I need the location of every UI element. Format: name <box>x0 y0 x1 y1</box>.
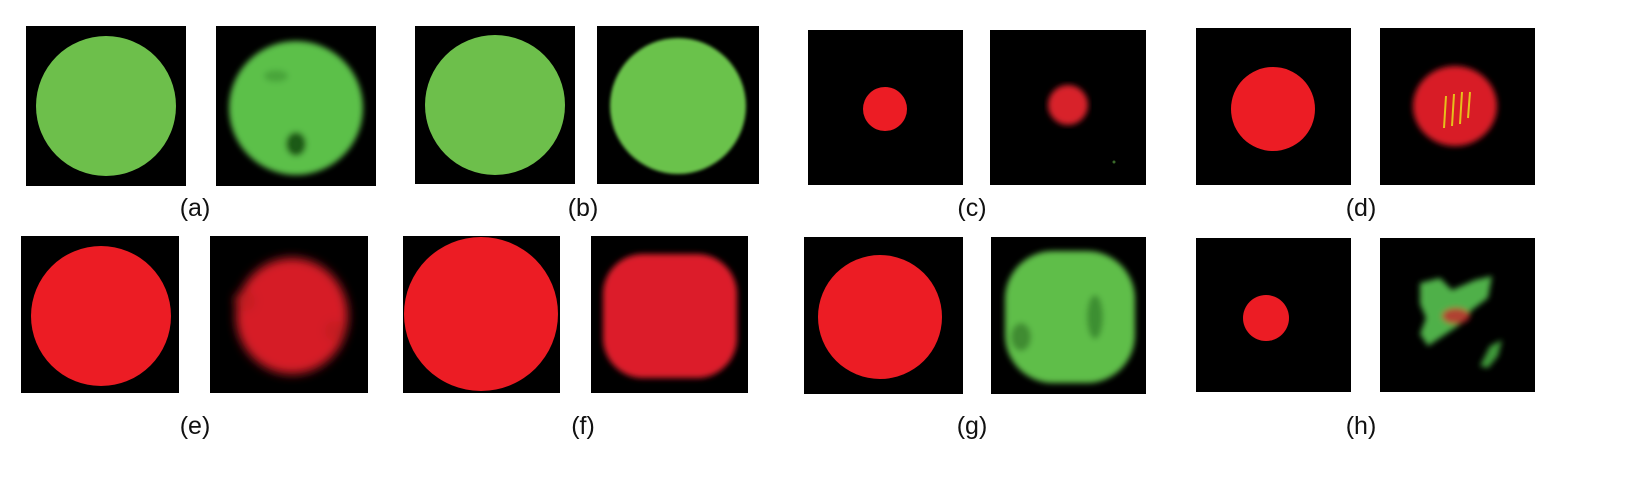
caption-d: (d) <box>1345 194 1377 222</box>
caption-b: (b) <box>567 194 599 222</box>
caption-e: (e) <box>179 412 211 440</box>
panel-b-output <box>597 26 759 184</box>
caption-c: (c) <box>957 194 987 222</box>
panel-a-target <box>26 26 186 186</box>
caption-h: (h) <box>1345 412 1377 440</box>
panel-d-target <box>1196 28 1351 185</box>
panel-c-output <box>990 30 1146 185</box>
panel-e-output <box>210 236 368 393</box>
panel-f-output <box>591 236 748 393</box>
caption-f: (f) <box>571 412 595 440</box>
panel-f-target <box>403 236 560 393</box>
panel-h-output <box>1380 238 1535 392</box>
panel-h-target <box>1196 238 1351 392</box>
panel-d-output <box>1380 28 1535 185</box>
panel-e-target <box>21 236 179 393</box>
panel-b-target <box>415 26 575 184</box>
panel-g-target <box>804 237 963 394</box>
panel-c-target <box>808 30 963 185</box>
caption-g: (g) <box>956 412 988 440</box>
panel-g-output <box>991 237 1146 394</box>
caption-a: (a) <box>179 194 211 222</box>
panel-a-output <box>216 26 376 186</box>
